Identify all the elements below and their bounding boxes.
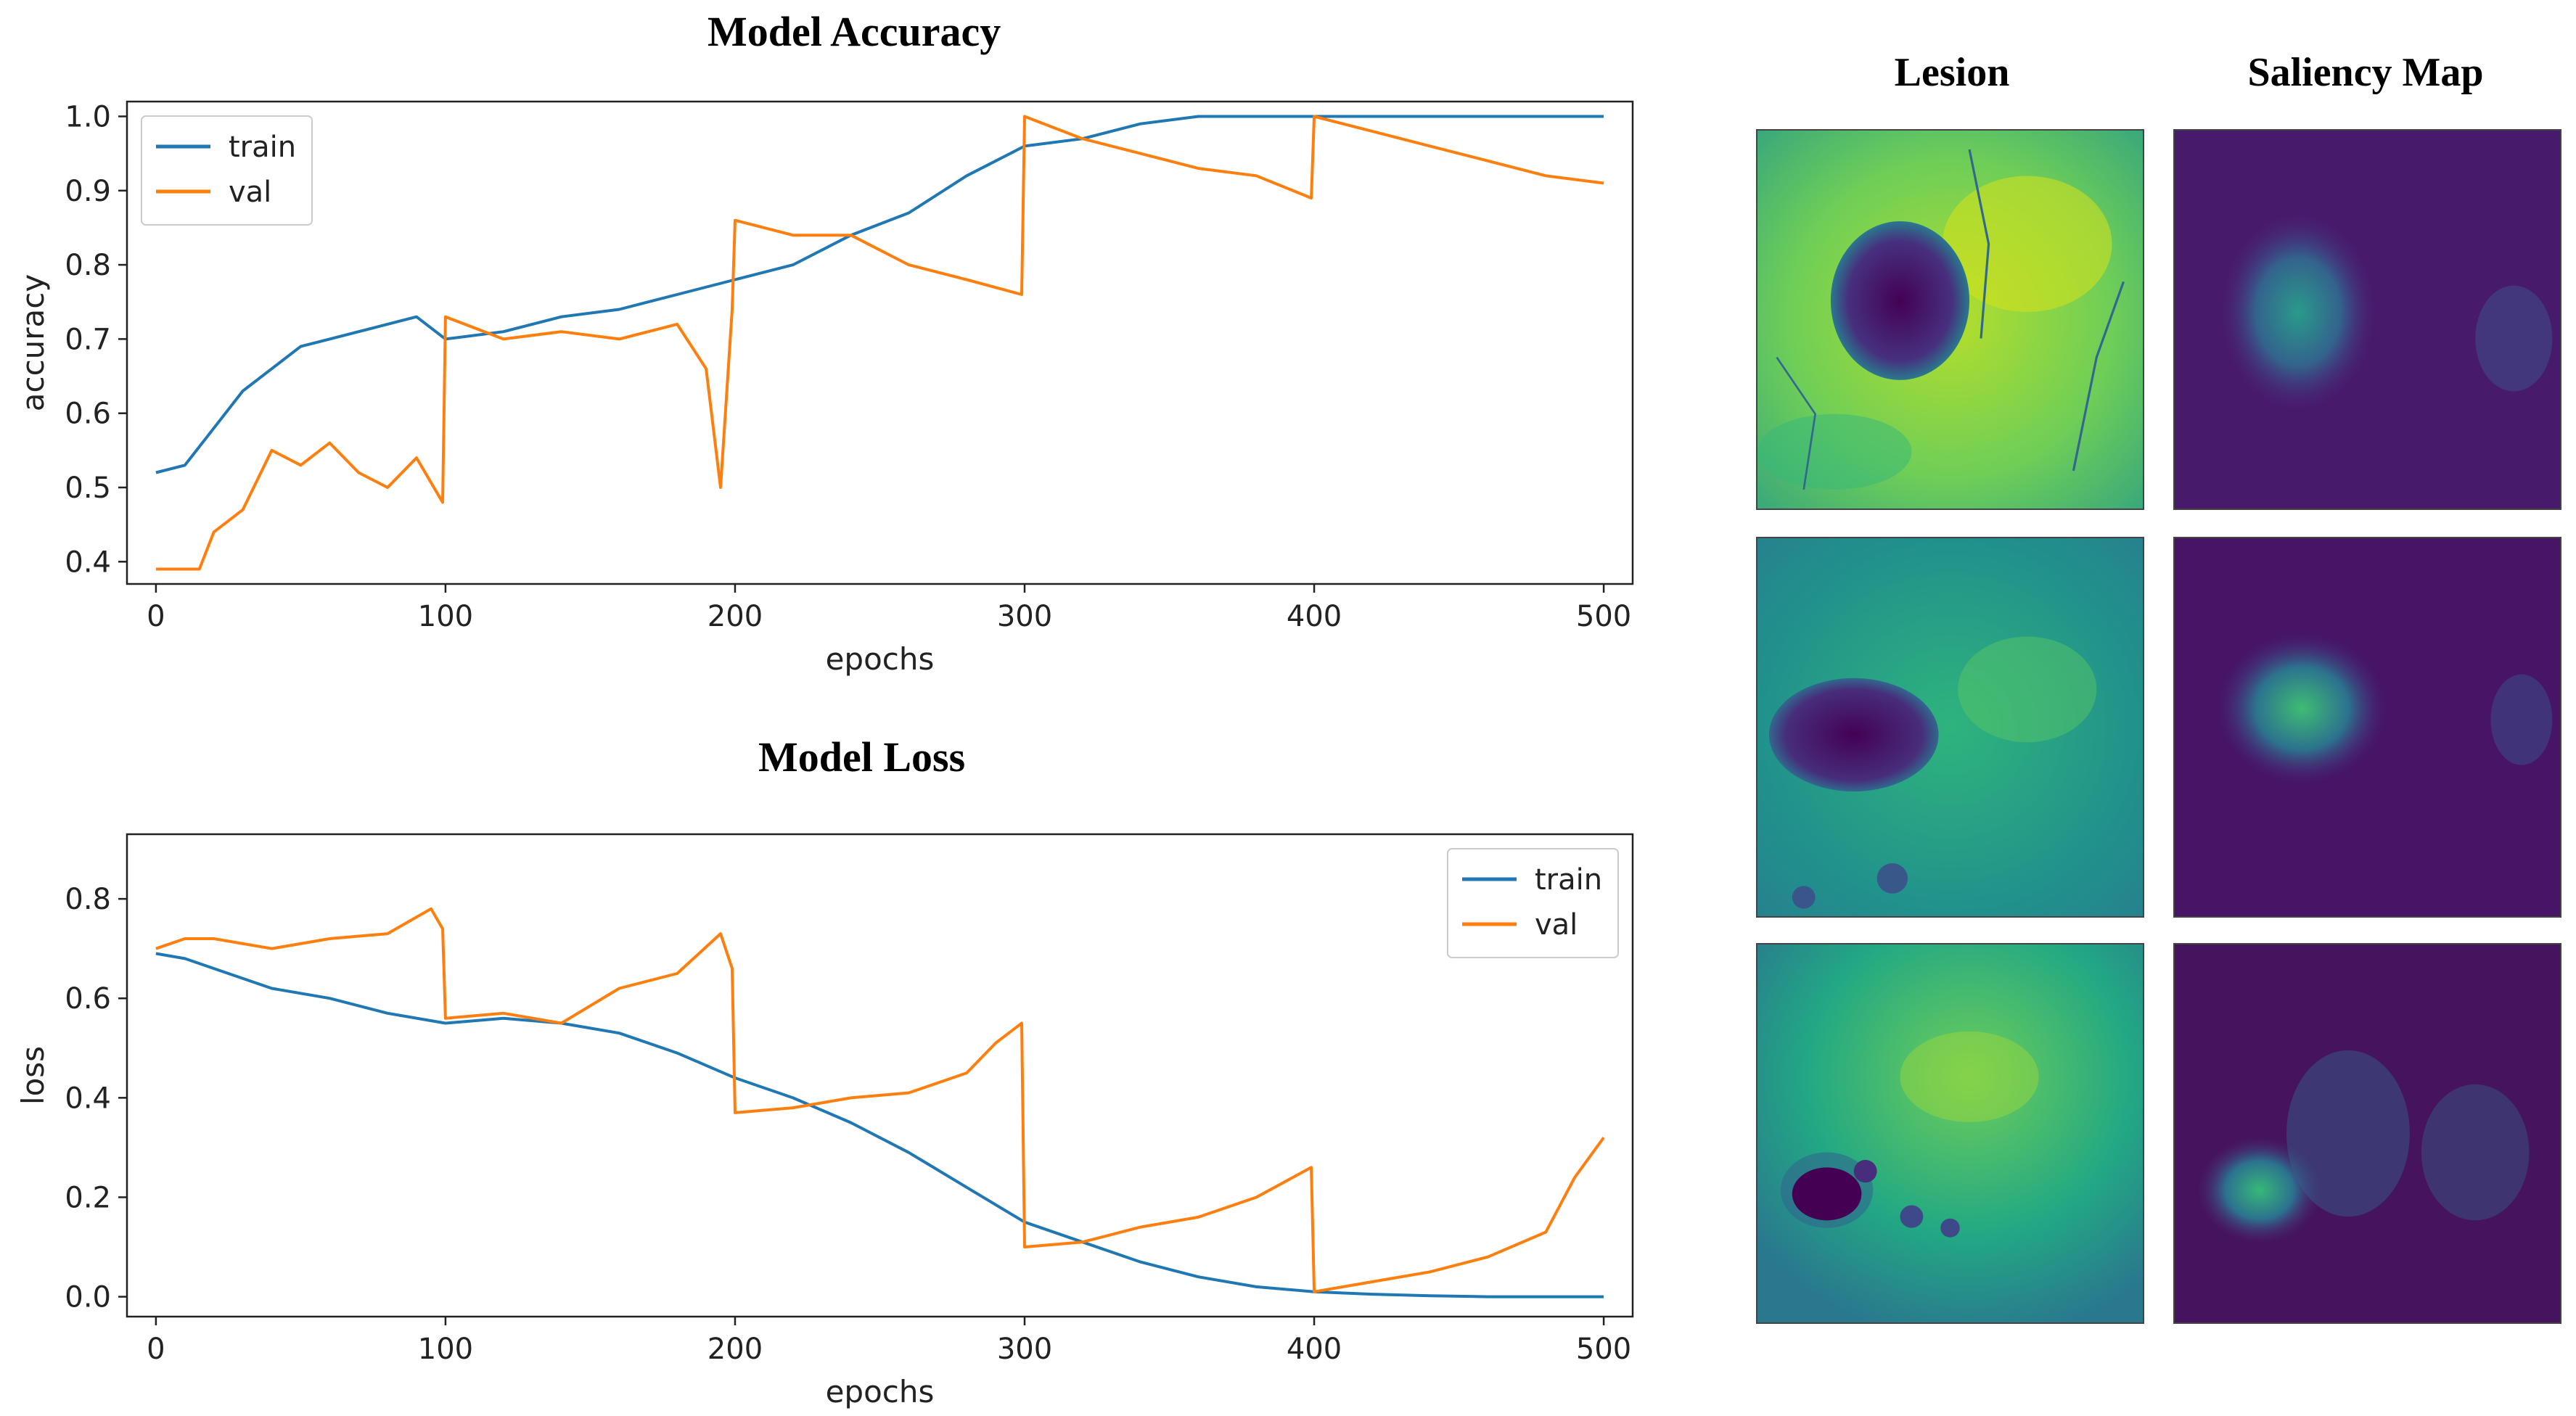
x-axis-label: epochs [826,641,935,677]
loss-chart-title: Model Loss [758,733,966,781]
legend-box [1447,848,1619,958]
lesion-image-2 [1756,537,2144,918]
y-axis-label: loss [15,1046,51,1105]
x-tick-label: 100 [418,600,473,633]
y-tick-label: 0.4 [65,1082,111,1115]
legend-label-val: val [1535,908,1578,942]
y-tick-label: 0.2 [65,1181,111,1214]
x-tick-label: 300 [997,1333,1052,1366]
y-tick-label: 1.0 [65,100,111,133]
x-tick-label: 400 [1287,600,1342,633]
legend-label-val: val [229,176,271,209]
series-line-val [155,115,1604,571]
y-tick-label: 0.0 [65,1281,111,1314]
x-tick-label: 100 [418,1333,473,1366]
plot-frame [126,100,1634,585]
plot-frame [126,833,1634,1318]
accuracy-chart-title: Model Accuracy [707,8,1001,55]
x-tick-label: 0 [147,1333,165,1366]
y-tick-label: 0.7 [65,323,111,356]
series-line-train [155,115,1604,474]
accuracy-chart: 0 100 200 300 400 500 0.4 0.5 0.6 0.7 0.8 0.9 1.0 epo… [15,100,1634,677]
x-axis-label: epochs [826,1374,935,1409]
accuracy-chart-panel: Model Accuracy 0 100 200 300 400 500 0.4 0.5 0.6… [0,0,1662,696]
series-line-train [155,952,1604,1298]
loss-chart: 0 100 200 300 400 500 0.0 0.2 0.4 0.6 0.8 epochs los… [15,833,1634,1409]
lesion-image-1 [1756,129,2144,510]
series-line-val [155,907,1605,1293]
saliency-column-title: Saliency Map [2247,50,2484,95]
y-tick-label: 0.6 [65,982,111,1016]
legend-box [141,115,313,226]
y-tick-label: 0.4 [65,546,111,579]
saliency-map-2 [2173,537,2561,918]
y-tick-label: 0.8 [65,249,111,282]
y-tick-label: 0.5 [65,472,111,505]
legend-label-train: train [229,131,296,164]
loss-chart-panel: Model Loss 0 100 200 300 400 500 0.0 0.2 0.4 0.6 0… [0,718,1662,1416]
lesion-image-3 [1756,943,2144,1324]
legend-label-train: train [1535,863,1602,897]
lesion-column-title: Lesion [1894,50,2010,95]
saliency-map-3 [2173,943,2561,1324]
x-tick-label: 400 [1287,1333,1342,1366]
saliency-map-1 [2173,129,2561,510]
x-tick-label: 200 [707,600,763,633]
y-tick-label: 0.9 [65,175,111,208]
y-axis-label: accuracy [15,274,51,412]
y-tick-label: 0.6 [65,398,111,431]
y-tick-label: 0.8 [65,883,111,916]
x-tick-label: 500 [1576,600,1631,633]
x-tick-label: 300 [997,600,1052,633]
x-tick-label: 500 [1576,1333,1631,1366]
x-tick-label: 200 [707,1333,763,1366]
x-tick-label: 0 [147,600,165,633]
